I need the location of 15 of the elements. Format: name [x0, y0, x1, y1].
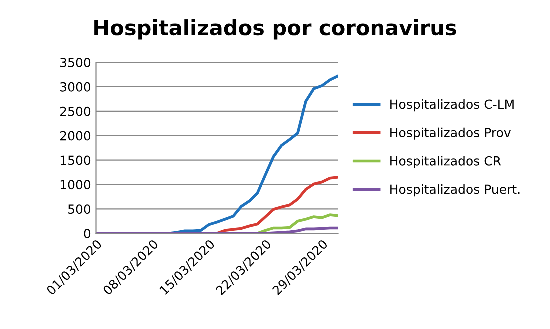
y-tick-label: 1500	[60, 156, 91, 166]
y-tick-label: 0	[84, 229, 91, 239]
legend-label: Hospitalizados C-LM	[390, 99, 514, 112]
y-tick-label: 500	[68, 204, 91, 214]
y-tick-label: 2500	[60, 106, 91, 116]
y-tick-label: 2000	[60, 131, 91, 141]
legend-label: Hospitalizados Puert.	[390, 184, 520, 197]
line-series	[216, 176, 338, 234]
legend-label: Hospitalizados Prov	[390, 128, 511, 140]
y-tick-label: 1000	[60, 180, 91, 190]
y-tick-label: 3000	[60, 82, 91, 92]
line-series	[256, 214, 338, 234]
legend-label: Hospitalizados CR	[390, 156, 502, 168]
y-tick-label: 3500	[60, 58, 91, 68]
chart-title: Hospitalizados por coronavirus	[94, 20, 456, 40]
